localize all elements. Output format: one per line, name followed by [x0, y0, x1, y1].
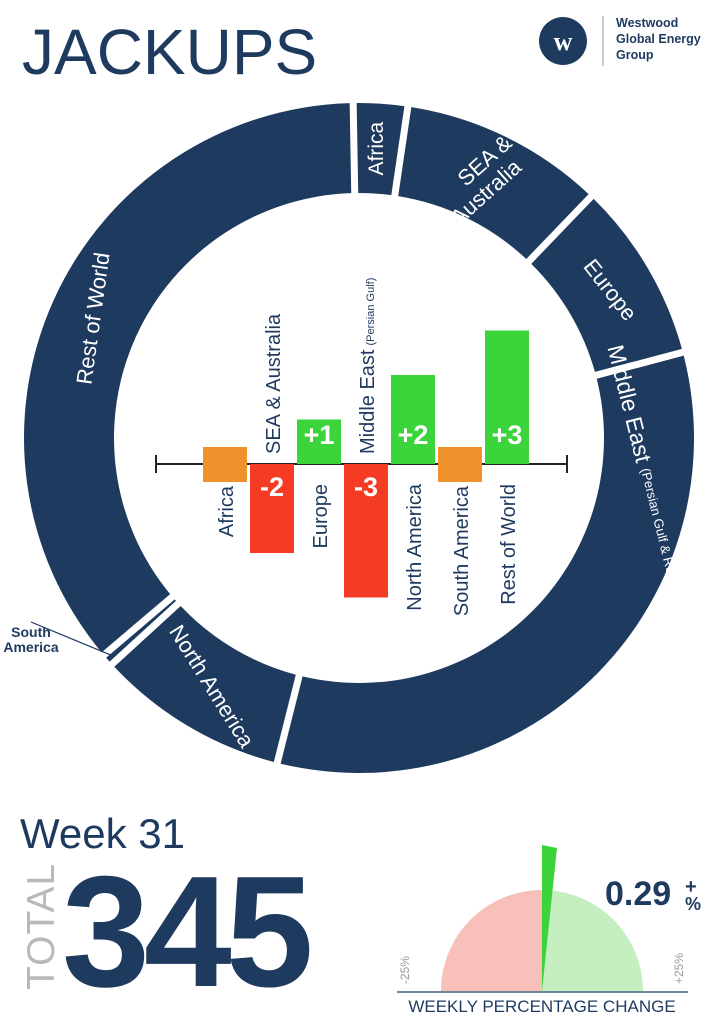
bar-value-label-europe: +1 — [304, 420, 335, 450]
donut-slice-sea-andaustralia — [398, 107, 589, 259]
company-logo: w Westwood Global Energy Group — [539, 16, 701, 66]
donut-label-south-america-2: America — [3, 639, 58, 655]
donut-slice-europe — [531, 198, 682, 372]
total-value: 345 — [62, 844, 310, 1020]
bar-africa — [203, 447, 247, 482]
gauge-value-unit: % — [685, 894, 701, 914]
donut-slice-southamerica — [106, 599, 176, 662]
gauge-caption: WEEKLY PERCENTAGE CHANGE — [408, 997, 675, 1016]
bar-value-label-sea-and-australia: -2 — [260, 472, 284, 502]
logo-circle — [539, 17, 587, 65]
week-label: Week 31 — [20, 810, 185, 857]
gauge-positive-half — [542, 890, 643, 991]
page-title: JACKUPS — [22, 16, 317, 88]
donut-slice-middle-east — [280, 355, 694, 774]
bar-north-america — [391, 375, 435, 464]
donut-label-south-america-1: South — [11, 624, 51, 640]
donut-slice-north-america — [114, 606, 296, 762]
gauge-negative-half — [441, 890, 542, 991]
bar-value-label-rest-of-world: +3 — [492, 420, 523, 450]
weekly-change-bar-chart: Africa -2 SEA & Australia +1 Europe -3 Middle … — [155, 278, 568, 616]
bar-category-label-africa: Africa — [216, 485, 238, 537]
bar-value-label-middle-east: -3 — [354, 472, 378, 502]
company-name-line-2: Global Energy — [616, 32, 701, 46]
bar-south-america — [438, 447, 482, 482]
gauge-needle — [542, 845, 557, 991]
bar-value-label-north-america: +2 — [398, 420, 429, 450]
bar-category-label-europe: Europe — [310, 484, 332, 549]
gauge-value-sign: + — [685, 876, 697, 898]
bar-category-main-middle-east: Middle East — [357, 349, 379, 454]
south-america-leader-line — [30, 621, 113, 657]
bar-category-label-rest-of-world: Rest of World — [498, 484, 520, 605]
company-name-line-1: Westwood — [616, 16, 678, 30]
bar-category-label-middle-east: Middle East (Persian Gulf) — [357, 278, 379, 454]
bar-category-main-sea-and-australia: SEA & Australia — [263, 313, 285, 454]
gauge-min-label: -25% — [398, 956, 412, 984]
bar-sea-and-australia — [250, 464, 294, 553]
gauge-max-label: +25% — [672, 953, 686, 984]
donut-slice-africa — [356, 102, 405, 196]
bar-europe — [297, 419, 341, 464]
donut-label-africa: Africa — [365, 121, 388, 175]
company-name-line-3: Group — [616, 48, 654, 62]
bar-category-label-south-america: South America — [451, 485, 473, 616]
bar-category-label-north-america: North America — [404, 483, 426, 611]
weekly-change-gauge: -25% +25% WEEKLY PERCENTAGE CHANGE 0.29 … — [397, 845, 701, 1016]
gauge-value: 0.29 — [605, 875, 671, 913]
donut-slice-rest-of-world — [24, 103, 352, 653]
bar-category-label-sea-and-australia: SEA & Australia — [263, 313, 285, 454]
bar-category-sub-middle-east: (Persian Gulf) — [365, 278, 377, 346]
bar-rest-of-world — [485, 330, 529, 464]
bar-middle-east — [344, 464, 388, 598]
total-label: TOTAL — [20, 863, 63, 990]
logo-letter: w — [554, 27, 573, 56]
